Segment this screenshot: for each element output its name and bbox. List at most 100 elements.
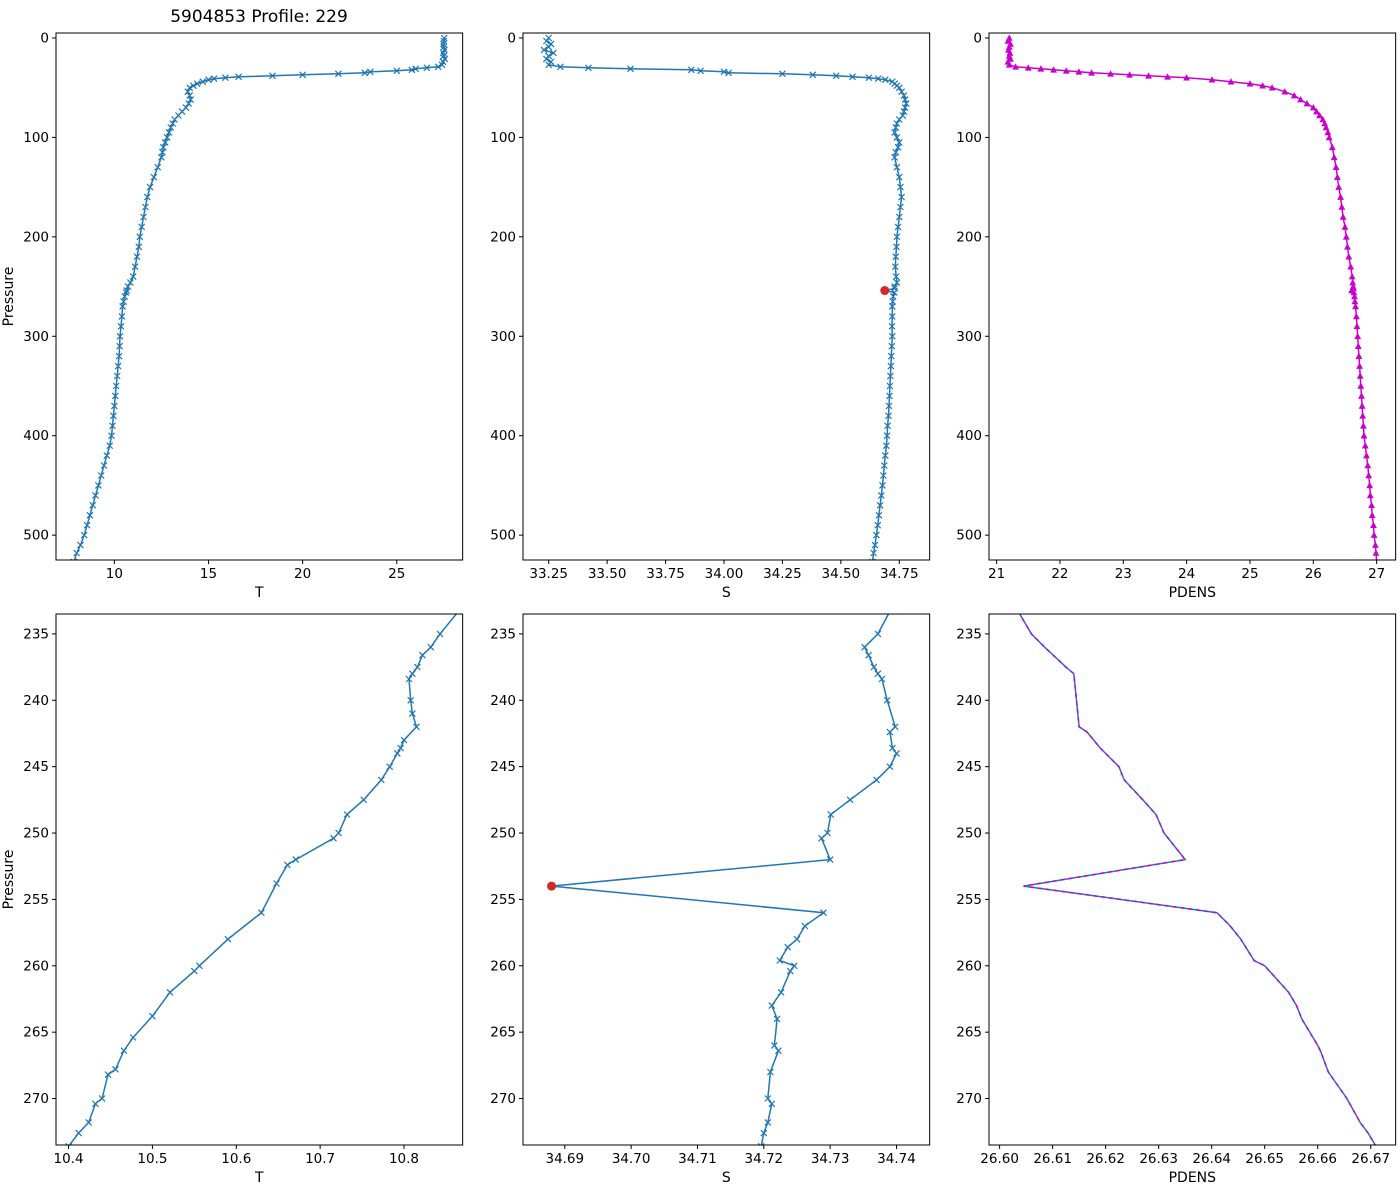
svg-text:300: 300 xyxy=(490,329,516,345)
svg-text:26: 26 xyxy=(1305,566,1322,582)
svg-text:23: 23 xyxy=(1115,566,1132,582)
svg-text:S: S xyxy=(722,585,731,600)
svg-text:100: 100 xyxy=(490,130,516,146)
svg-text:34.00: 34.00 xyxy=(704,566,743,582)
svg-text:250: 250 xyxy=(490,826,516,842)
svg-text:34.69: 34.69 xyxy=(545,1151,584,1167)
svg-text:235: 235 xyxy=(490,626,516,642)
svg-text:270: 270 xyxy=(957,1091,983,1107)
svg-text:PDENS: PDENS xyxy=(1169,585,1216,600)
svg-text:34.75: 34.75 xyxy=(880,566,919,582)
chart-canvas-temperature-zoom-profile: 10.4 10.5 10.6 10.7 10.8 235 240 245 250 255 260 26… xyxy=(1,613,464,1186)
svg-text:200: 200 xyxy=(957,229,983,245)
svg-text:34.74: 34.74 xyxy=(877,1151,916,1167)
svg-text:33.25: 33.25 xyxy=(529,566,568,582)
svg-text:270: 270 xyxy=(23,1091,49,1107)
svg-text:26.67: 26.67 xyxy=(1352,1151,1391,1167)
chart-canvas-salinity-zoom-profile: 34.69 34.70 34.71 34.72 34.73 34.74 235 240 245 2… xyxy=(490,613,930,1186)
svg-text:26.60: 26.60 xyxy=(981,1151,1020,1167)
svg-text:0: 0 xyxy=(974,30,983,46)
svg-text:21: 21 xyxy=(988,566,1005,582)
svg-text:34.50: 34.50 xyxy=(821,566,860,582)
svg-text:15: 15 xyxy=(200,566,217,582)
svg-text:10.5: 10.5 xyxy=(137,1151,167,1167)
svg-text:26.64: 26.64 xyxy=(1193,1151,1232,1167)
subplot-salinity-full: 33.25 33.50 33.75 34.00 34.25 34.50 34.75 0 100 2… xyxy=(467,0,934,601)
svg-text:250: 250 xyxy=(23,826,49,842)
svg-text:T: T xyxy=(254,585,264,600)
svg-text:270: 270 xyxy=(490,1091,516,1107)
svg-text:25: 25 xyxy=(388,566,405,582)
svg-text:34.71: 34.71 xyxy=(678,1151,717,1167)
svg-text:34.72: 34.72 xyxy=(744,1151,783,1167)
svg-text:26.61: 26.61 xyxy=(1034,1151,1073,1167)
svg-text:Pressure: Pressure xyxy=(1,267,17,327)
subplot-temperature-full: 10 15 20 25 0 100 200 300 400 500 T Pressure xyxy=(0,0,467,601)
svg-text:245: 245 xyxy=(490,759,516,775)
svg-text:500: 500 xyxy=(23,528,49,544)
svg-text:260: 260 xyxy=(23,958,49,974)
svg-text:26.62: 26.62 xyxy=(1087,1151,1126,1167)
svg-text:26.65: 26.65 xyxy=(1246,1151,1285,1167)
subplot-pdens-zoom: 26.60 26.61 26.62 26.63 26.64 26.65 26.66 26.67… xyxy=(933,600,1400,1200)
subplot-salinity-zoom: 34.69 34.70 34.71 34.72 34.73 34.74 235 240 245 2… xyxy=(467,600,934,1200)
svg-text:20: 20 xyxy=(294,566,311,582)
svg-text:400: 400 xyxy=(490,428,516,444)
svg-text:260: 260 xyxy=(957,958,983,974)
svg-text:24: 24 xyxy=(1178,566,1195,582)
svg-text:22: 22 xyxy=(1052,566,1069,582)
svg-text:PDENS: PDENS xyxy=(1169,1170,1216,1186)
svg-text:265: 265 xyxy=(23,1025,49,1041)
svg-text:240: 240 xyxy=(490,693,516,709)
svg-text:10: 10 xyxy=(106,566,123,582)
svg-text:250: 250 xyxy=(957,826,983,842)
svg-text:34.25: 34.25 xyxy=(763,566,802,582)
svg-text:245: 245 xyxy=(23,759,49,775)
svg-text:240: 240 xyxy=(957,693,983,709)
svg-text:27: 27 xyxy=(1368,566,1385,582)
svg-text:T: T xyxy=(254,1170,264,1186)
svg-text:235: 235 xyxy=(23,626,49,642)
chart-canvas-pdens-zoom-profile: 26.60 26.61 26.62 26.63 26.64 26.65 26.66 26.67… xyxy=(957,613,1397,1186)
svg-text:100: 100 xyxy=(23,130,49,146)
svg-text:Pressure: Pressure xyxy=(1,850,17,910)
figure-title: 5904853 Profile: 229 xyxy=(170,7,348,27)
subplot-temperature-zoom: 10.4 10.5 10.6 10.7 10.8 235 240 245 250 255 260 26… xyxy=(0,600,467,1200)
svg-text:255: 255 xyxy=(957,892,983,908)
svg-text:255: 255 xyxy=(23,892,49,908)
subplot-pdens-full: 21 22 23 24 25 26 27 0 100 200 300 400 500 PDENS xyxy=(933,0,1400,601)
svg-text:200: 200 xyxy=(490,229,516,245)
chart-canvas-temperature-full-profile: 10 15 20 25 0 100 200 300 400 500 T Pressure xyxy=(1,30,464,601)
svg-text:300: 300 xyxy=(23,329,49,345)
svg-text:200: 200 xyxy=(23,229,49,245)
svg-text:245: 245 xyxy=(957,759,983,775)
svg-text:500: 500 xyxy=(490,528,516,544)
svg-text:260: 260 xyxy=(490,958,516,974)
svg-text:34.70: 34.70 xyxy=(611,1151,650,1167)
svg-text:100: 100 xyxy=(957,130,983,146)
svg-text:10.6: 10.6 xyxy=(221,1151,251,1167)
chart-canvas-pdens-full-profile: 21 22 23 24 25 26 27 0 100 200 300 400 500 PDENS xyxy=(957,30,1397,601)
svg-text:10.8: 10.8 xyxy=(389,1151,419,1167)
svg-text:33.50: 33.50 xyxy=(587,566,626,582)
svg-text:400: 400 xyxy=(957,428,983,444)
svg-text:255: 255 xyxy=(490,892,516,908)
chart-canvas-salinity-full-profile: 33.25 33.50 33.75 34.00 34.25 34.50 34.75 0 100 2… xyxy=(490,30,930,601)
svg-text:265: 265 xyxy=(490,1025,516,1041)
svg-text:34.73: 34.73 xyxy=(810,1151,849,1167)
svg-text:10.4: 10.4 xyxy=(54,1151,84,1167)
svg-text:10.7: 10.7 xyxy=(305,1151,335,1167)
svg-text:0: 0 xyxy=(40,30,49,46)
svg-text:25: 25 xyxy=(1242,566,1259,582)
svg-text:33.75: 33.75 xyxy=(646,566,685,582)
svg-text:500: 500 xyxy=(957,528,983,544)
svg-text:240: 240 xyxy=(23,693,49,709)
svg-text:400: 400 xyxy=(23,428,49,444)
svg-text:26.63: 26.63 xyxy=(1140,1151,1179,1167)
svg-text:26.66: 26.66 xyxy=(1299,1151,1338,1167)
svg-text:0: 0 xyxy=(507,30,516,46)
svg-text:S: S xyxy=(722,1170,731,1186)
svg-text:235: 235 xyxy=(957,626,983,642)
